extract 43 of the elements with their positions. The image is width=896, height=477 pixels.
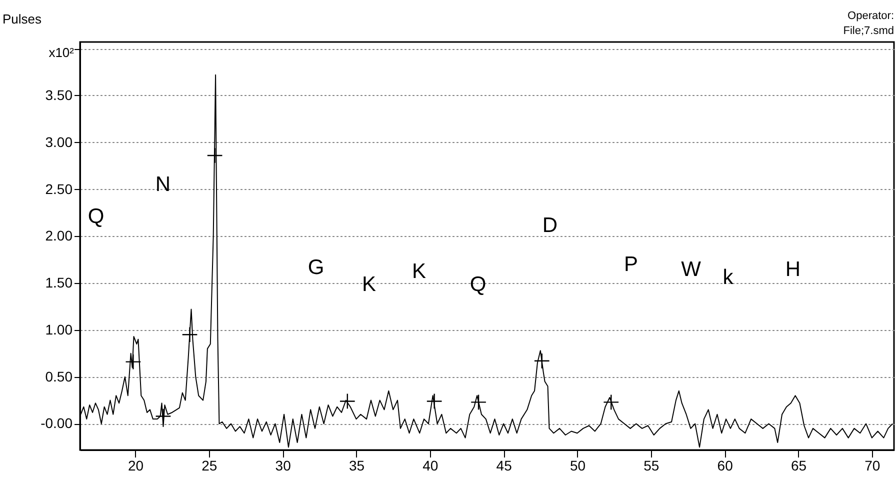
annotation: K [412, 260, 426, 283]
annotation: W [681, 258, 702, 281]
annotation: N [155, 173, 171, 196]
x-tick-label: 60 [717, 458, 734, 474]
x-tick-label: 40 [422, 458, 438, 474]
point [155, 408, 172, 424]
text: Operator: [848, 10, 894, 22]
annotation: K [362, 273, 376, 296]
annotation: D [542, 214, 558, 237]
y-tick-label: 3.50 [45, 86, 73, 103]
x-tick-label: 25 [202, 458, 218, 474]
x-tick-label: 45 [496, 458, 512, 474]
y-axis-title: Pulses [2, 12, 42, 26]
point [426, 393, 442, 410]
x-tick-label: 55 [644, 458, 660, 474]
annotation: k [722, 266, 734, 289]
annotation: H [785, 258, 801, 281]
point [206, 147, 223, 164]
x-tick-label: 65 [790, 458, 807, 474]
annotation: Q [470, 273, 486, 296]
y-tick-label: 1.00 [45, 321, 73, 338]
point [182, 326, 198, 343]
x-tick-label: 50 [570, 458, 586, 474]
y-tick-label: -0.00 [40, 415, 73, 432]
y-tick-label: 0.50 [45, 368, 73, 384]
y-tick-label: 1.50 [45, 274, 73, 291]
annotation: P [624, 253, 638, 276]
point [534, 352, 550, 369]
annotation: G [308, 256, 324, 279]
point [603, 394, 620, 410]
text: File;7.smd [843, 25, 894, 37]
point [470, 394, 487, 410]
text: x10² [48, 45, 75, 60]
y-tick-label: 2.00 [45, 228, 73, 244]
point [339, 393, 356, 410]
y-tick-label: 3.00 [45, 134, 73, 150]
x-tick-label: 30 [275, 458, 292, 474]
annotation: Q [88, 205, 104, 228]
x-tick-label: 20 [128, 458, 144, 474]
x-tick-label: 70 [864, 458, 880, 474]
y-tick-label: 2.50 [45, 180, 73, 197]
point [125, 354, 142, 370]
x-tick-label: 35 [348, 458, 365, 474]
